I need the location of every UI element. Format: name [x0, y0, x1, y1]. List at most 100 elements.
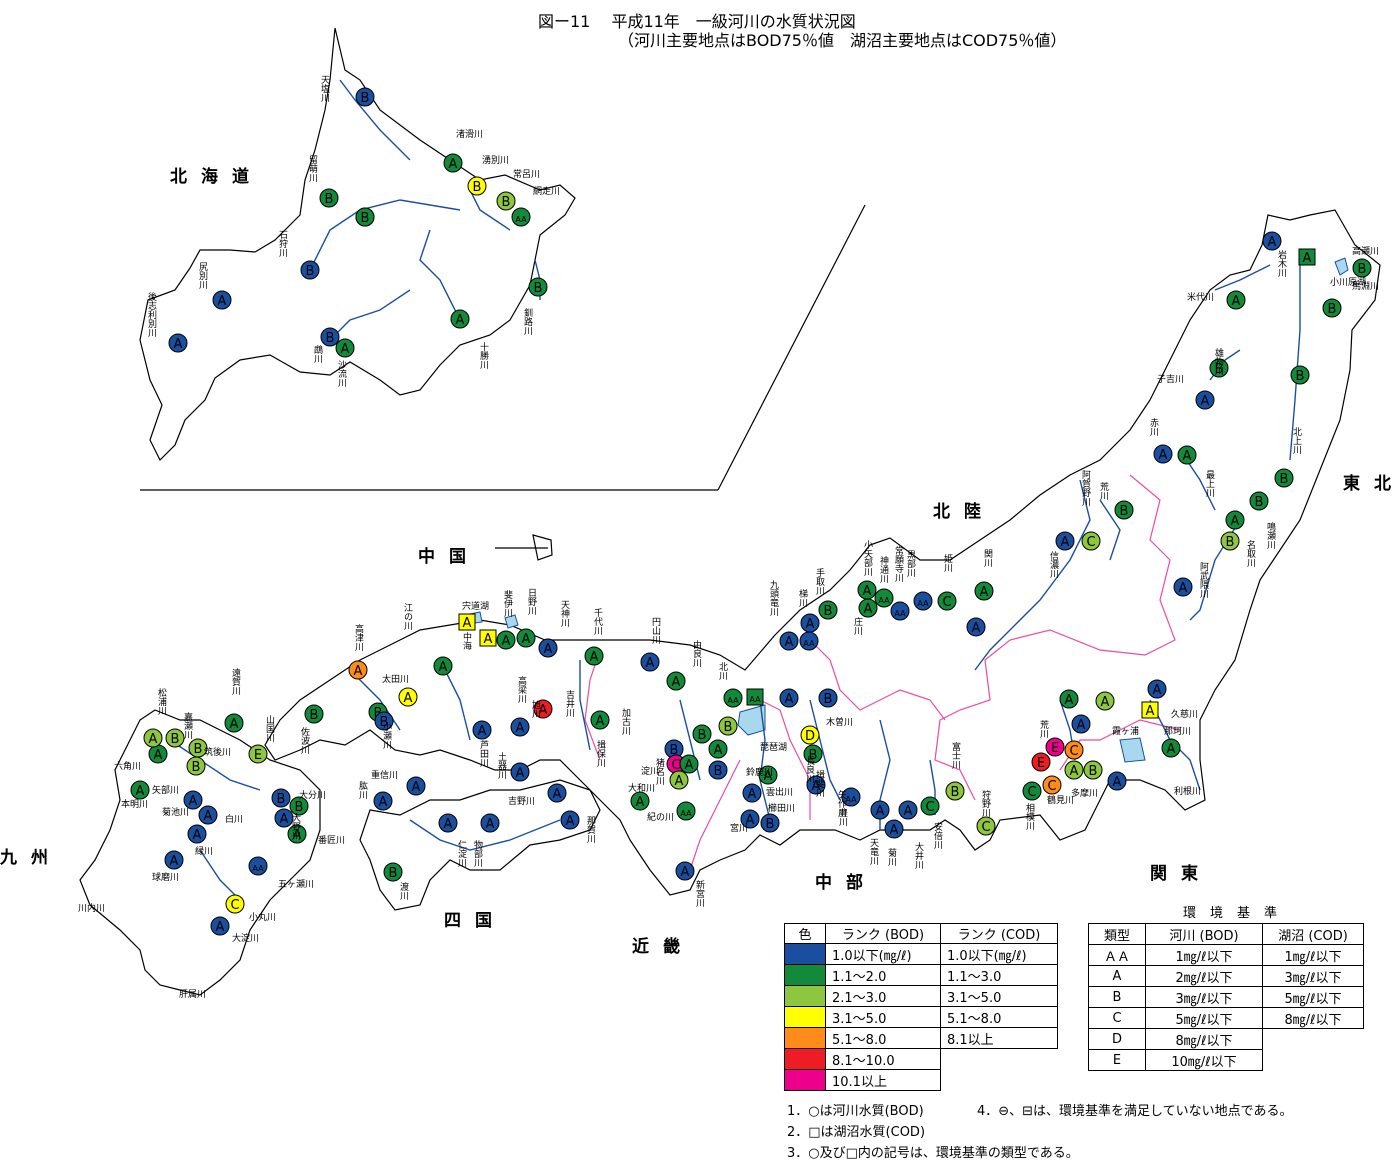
point-class-label: A — [636, 795, 645, 810]
point-class-label: A — [890, 823, 899, 838]
river-point-circle — [1042, 775, 1062, 795]
river-point-circle — [718, 716, 738, 736]
monitoring-point: A — [516, 628, 536, 648]
river-point-circle — [1220, 531, 1240, 551]
point-class-label: A — [1231, 514, 1240, 529]
monitoring-point: B — [718, 716, 738, 736]
river-label: 中海 — [461, 632, 471, 650]
point-class-label: A — [230, 717, 239, 732]
std-river: 8㎎/ℓ以下 — [1145, 1028, 1263, 1050]
river-label: 筑後川 — [204, 748, 232, 758]
point-class-label: B — [1280, 472, 1289, 487]
river-point-circle — [1153, 444, 1173, 464]
river-label: 安倍川 — [932, 822, 942, 849]
river-point-circle — [1059, 689, 1079, 709]
point-class-label: B — [295, 800, 304, 815]
river-point-circle — [547, 783, 567, 803]
standards-heading: 環境基準 — [1183, 906, 1292, 921]
point-class-label: AA — [917, 599, 929, 608]
monitoring-point: A — [1298, 248, 1316, 266]
river-label: 天竜川 — [868, 838, 878, 865]
point-class-label: A — [1113, 775, 1122, 790]
std-lake: 1㎎/ℓ以下 — [1262, 944, 1364, 966]
river-label: 琵琶湖 — [760, 743, 788, 753]
point-class-label: A — [379, 795, 388, 810]
river-point-circle — [1031, 752, 1051, 772]
monitoring-point: AA — [874, 588, 894, 608]
point-class-label: A — [1061, 535, 1070, 550]
point-class-label: AA — [894, 609, 906, 618]
point-class-label: A — [596, 714, 605, 729]
monitoring-point: C — [225, 894, 245, 914]
river-label: 北川 — [717, 662, 727, 680]
std-header-lake: 湖沼 (COD) — [1262, 923, 1364, 945]
river-point-circle — [480, 813, 500, 833]
river-label: 旭川 — [530, 700, 540, 718]
river-label: 番匠川 — [318, 836, 346, 846]
monitoring-point: A — [450, 309, 470, 329]
river-label: 富士川 — [950, 742, 960, 769]
std-type: D — [1088, 1028, 1146, 1050]
point-class-label: B — [951, 785, 960, 800]
river-point-circle — [740, 809, 760, 829]
point-class-label: AA — [680, 809, 692, 818]
river-point-circle — [511, 207, 531, 227]
monitoring-point: A — [373, 791, 393, 811]
monitoring-point: B — [1209, 358, 1229, 378]
monitoring-point: B — [818, 600, 838, 620]
point-class-label: A — [149, 732, 158, 747]
monitoring-point: B — [319, 188, 339, 208]
region-chubu: 中部 — [815, 873, 877, 893]
river-label: 小瀬川 — [381, 722, 391, 749]
legend-header-bod: ランク (BOD) — [825, 923, 941, 944]
point-class-label: A — [463, 616, 472, 631]
river-point-circle — [433, 656, 453, 676]
point-class-label: B — [1226, 535, 1235, 550]
point-class-label: A — [1070, 764, 1079, 779]
river-point-circle — [675, 861, 695, 881]
lake-point-square — [458, 613, 476, 631]
point-class-label: B — [724, 720, 733, 735]
monitoring-point: E — [1045, 737, 1065, 757]
point-class-label: A — [590, 650, 599, 665]
river-label: 肝属川 — [179, 990, 207, 1000]
map-title: 図ー11 平成11年 一級河川の水質状況図 （河川主要地点はBOD75％値 湖沼… — [538, 12, 1066, 50]
monitoring-point: A — [212, 290, 232, 310]
region-kinki: 近畿 — [632, 937, 694, 957]
point-class-label: B — [380, 715, 389, 730]
point-class-label: B — [824, 604, 833, 619]
point-class-label: A — [672, 675, 681, 690]
point-class-label: AA — [845, 795, 857, 804]
river-point-circle — [1249, 491, 1269, 511]
river-label: 菊川 — [886, 848, 896, 866]
monitoring-point: B — [304, 704, 324, 724]
legend-swatch — [784, 1048, 826, 1070]
river-point-circle — [1064, 760, 1084, 780]
river-label: 姫川 — [942, 554, 952, 572]
river-point-circle — [1022, 781, 1042, 801]
river-point-circle — [920, 796, 940, 816]
river-point-circle — [676, 801, 696, 821]
legend-swatch — [784, 985, 826, 1007]
river-point-circle — [1083, 760, 1103, 780]
river-point-circle — [1055, 531, 1075, 551]
river-point-circle — [373, 791, 393, 811]
monitoring-point: B — [528, 277, 548, 297]
monitoring-point: B — [803, 744, 823, 764]
point-class-label: B — [766, 817, 775, 832]
river-label: 山国川 — [264, 715, 274, 742]
river-label: 留萌川 — [307, 155, 317, 182]
river-point-circle — [870, 800, 890, 820]
river-point-circle — [287, 824, 307, 844]
point-class-label: C — [981, 820, 990, 835]
river-label: 鵡川 — [312, 345, 322, 363]
monitoring-point: A — [590, 710, 610, 730]
point-class-label: C — [942, 595, 951, 610]
point-class-label: A — [354, 664, 363, 679]
monitoring-point: B — [1114, 500, 1134, 520]
std-river: 5㎎/ℓ以下 — [1145, 1007, 1263, 1029]
monitoring-point: A — [547, 783, 567, 803]
monitoring-point: A — [164, 850, 184, 870]
legend-header-cod: ランク (COD) — [940, 923, 1058, 944]
